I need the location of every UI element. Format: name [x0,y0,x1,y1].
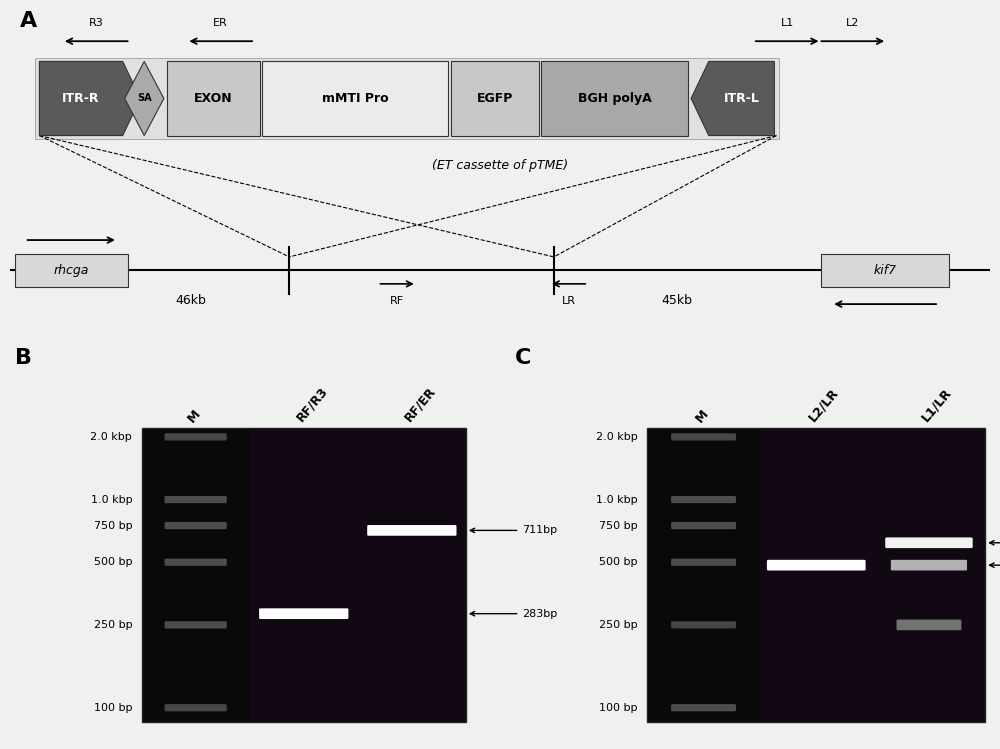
Text: ITR-L: ITR-L [724,92,760,105]
Text: 1.0 kbp: 1.0 kbp [596,494,637,505]
Text: ITR-R: ITR-R [62,92,100,105]
FancyBboxPatch shape [671,433,736,440]
FancyBboxPatch shape [671,559,736,565]
Bar [167,61,260,136]
Bar [821,253,949,287]
Bar [250,428,358,722]
Text: RF: RF [390,296,404,306]
Bar [358,428,466,722]
Bar [451,61,539,136]
Text: 46kb: 46kb [176,294,207,307]
FancyBboxPatch shape [671,522,736,530]
Text: 250 bp: 250 bp [599,620,637,630]
Text: EGFP: EGFP [477,92,513,105]
Bar [873,428,985,722]
Bar [15,253,128,287]
Polygon shape [691,61,774,136]
FancyBboxPatch shape [165,522,227,530]
Text: rhcga: rhcga [54,264,89,277]
Text: 620bp: 620bp [990,538,1000,548]
Text: R3: R3 [89,18,104,28]
Text: L2/LR: L2/LR [806,386,841,425]
Text: L1: L1 [781,18,794,28]
Text: 100 bp: 100 bp [94,703,132,713]
Bar [647,428,985,722]
FancyBboxPatch shape [891,560,967,571]
Polygon shape [125,61,164,136]
Text: SA: SA [137,94,152,103]
Text: L1/LR: L1/LR [919,386,954,425]
FancyBboxPatch shape [165,704,227,712]
Bar [541,61,688,136]
Text: M: M [694,407,712,425]
Bar [760,428,873,722]
Bar [142,428,466,722]
Text: 750 bp: 750 bp [94,521,132,530]
Text: LR: LR [562,296,576,306]
Text: ER: ER [213,18,228,28]
FancyBboxPatch shape [165,433,227,440]
FancyBboxPatch shape [671,496,736,503]
FancyBboxPatch shape [165,559,227,565]
Text: RF/R3: RF/R3 [294,385,330,425]
Text: C: C [515,348,531,369]
Text: BGH polyA: BGH polyA [578,92,652,105]
Text: 750 bp: 750 bp [599,521,637,530]
FancyBboxPatch shape [165,621,227,628]
Text: 500 bp: 500 bp [599,557,637,567]
Text: 2.0 kbp: 2.0 kbp [90,432,132,442]
Bar [262,61,448,136]
Text: 283bp: 283bp [470,609,558,619]
Text: mMTI Pro: mMTI Pro [322,92,388,105]
Text: B: B [15,348,32,369]
Text: (ET cassette of pTME): (ET cassette of pTME) [432,160,568,172]
FancyBboxPatch shape [885,538,973,548]
FancyBboxPatch shape [259,608,348,619]
FancyBboxPatch shape [671,621,736,628]
Text: RF/ER: RF/ER [402,385,438,425]
Text: 500 bp: 500 bp [94,557,132,567]
Text: 711bp: 711bp [470,525,557,536]
Bar [34,58,779,139]
Text: 100 bp: 100 bp [599,703,637,713]
Text: 45kb: 45kb [661,294,692,307]
FancyBboxPatch shape [896,619,961,630]
Text: M: M [186,407,204,425]
FancyBboxPatch shape [671,704,736,712]
Text: A: A [20,11,37,31]
FancyBboxPatch shape [767,560,866,571]
FancyBboxPatch shape [367,525,456,536]
Text: 250 bp: 250 bp [94,620,132,630]
Polygon shape [39,61,140,136]
Text: L2: L2 [846,18,859,28]
Text: 1.0 kbp: 1.0 kbp [91,494,132,505]
Text: kif7: kif7 [874,264,897,277]
Text: EXON: EXON [194,92,233,105]
Text: 484bp: 484bp [990,560,1000,570]
Text: 2.0 kbp: 2.0 kbp [596,432,637,442]
FancyBboxPatch shape [165,496,227,503]
